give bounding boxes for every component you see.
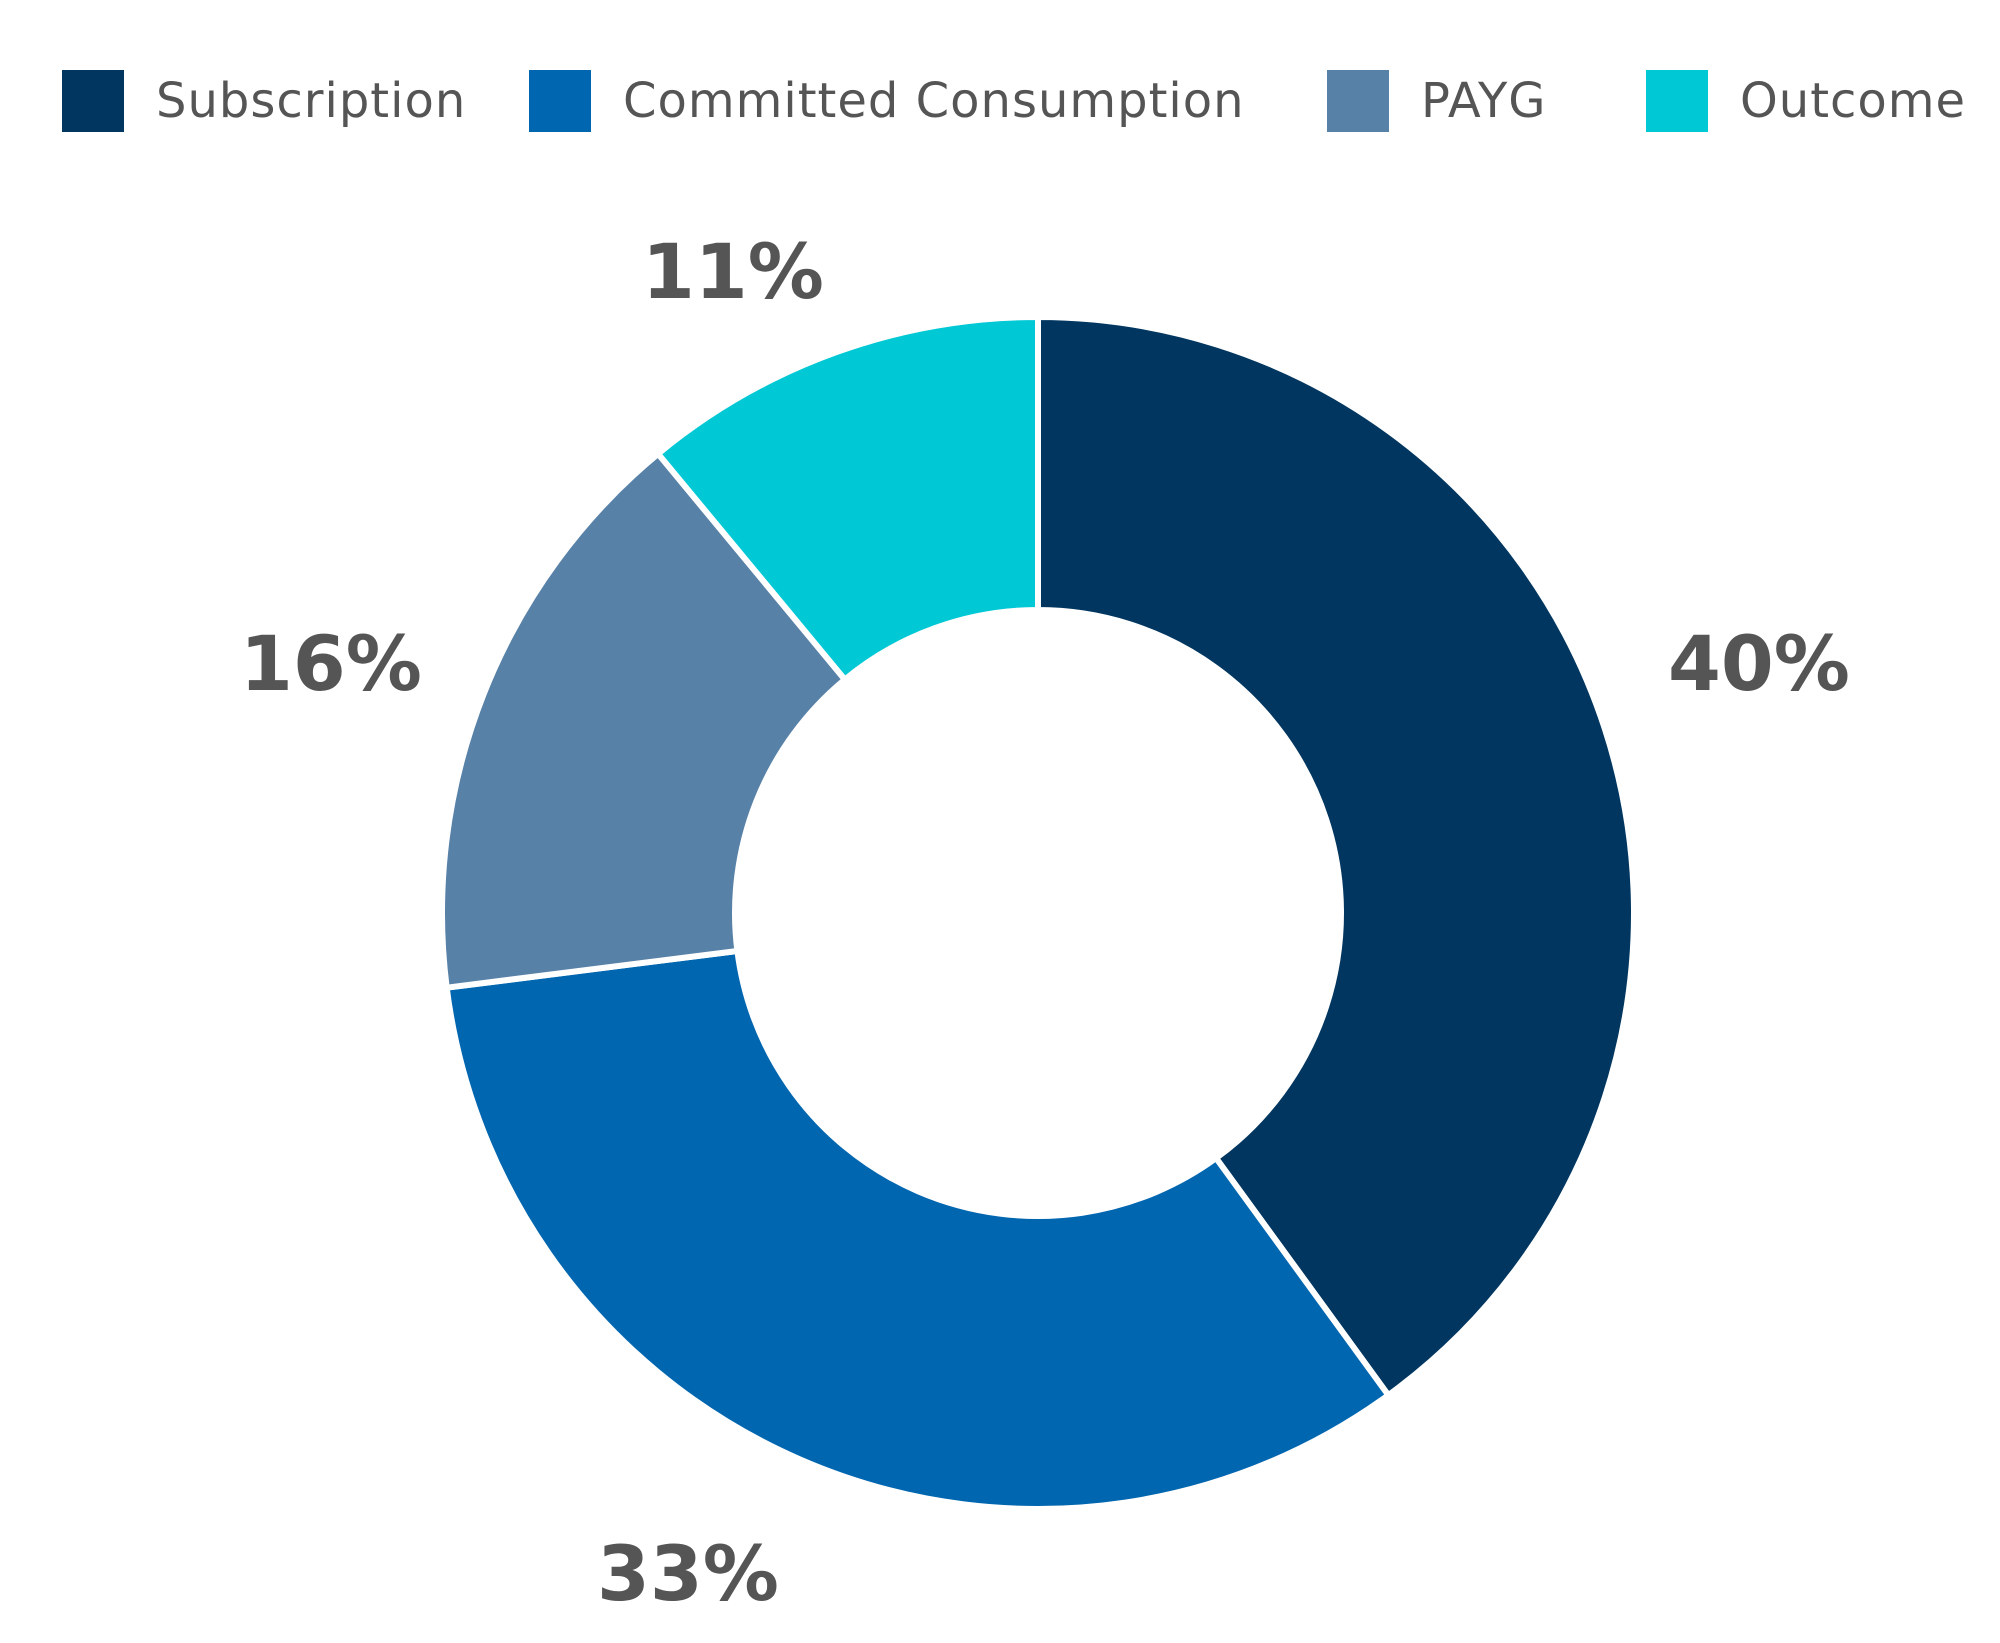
legend-swatch [529,70,591,132]
legend-label: Outcome [1740,73,1967,129]
legend-item-committed-consumption: Committed Consumption [529,70,1245,132]
donut-slice-committed-consumption [443,947,1393,1512]
legend-item-outcome: Outcome [1646,70,1966,132]
legend-item-subscription: Subscription [62,70,466,132]
donut-slice-outcome [653,313,1041,684]
legend-swatch [1646,70,1708,132]
donut-slice-payg [439,449,850,992]
legend-swatch [1327,70,1389,132]
legend-item-payg: PAYG [1327,70,1547,132]
legend-label: PAYG [1421,73,1547,129]
data-label: 33% [597,1529,779,1618]
data-label: 16% [240,619,422,708]
donut-slice-subscription [1035,313,1637,1400]
legend-label: Committed Consumption [623,73,1245,129]
legend-swatch [62,70,124,132]
data-label: 11% [642,227,824,316]
legend-label: Subscription [156,73,467,129]
data-label: 40% [1668,619,1850,708]
